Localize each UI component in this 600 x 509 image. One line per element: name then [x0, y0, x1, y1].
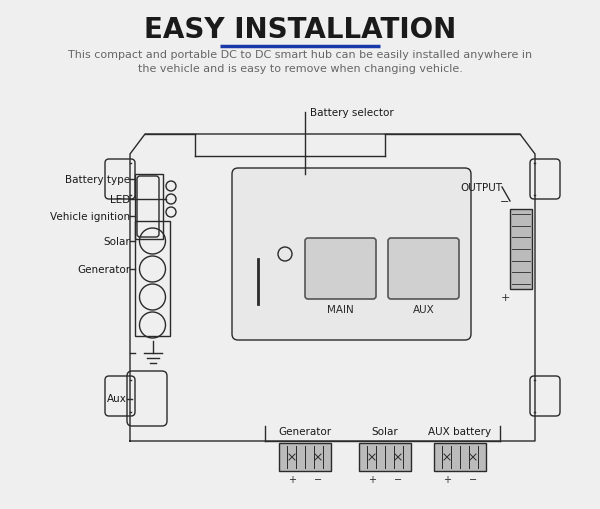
- Text: MAIN: MAIN: [327, 304, 354, 315]
- Bar: [359, 443, 411, 471]
- Text: This compact and portable DC to DC smart hub can be easily installed anywhere in: This compact and portable DC to DC smart…: [68, 49, 532, 74]
- Text: AUX battery: AUX battery: [428, 426, 491, 436]
- Bar: [135, 175, 163, 240]
- Text: −: −: [394, 474, 402, 484]
- Text: Solar: Solar: [103, 237, 130, 246]
- Bar: [510, 210, 532, 290]
- Text: Battery selector: Battery selector: [310, 108, 394, 118]
- Text: −: −: [314, 474, 322, 484]
- FancyBboxPatch shape: [305, 239, 376, 299]
- Text: −: −: [469, 474, 477, 484]
- Text: Generator: Generator: [77, 265, 130, 274]
- Text: OUTPUT: OUTPUT: [460, 183, 502, 192]
- FancyBboxPatch shape: [388, 239, 459, 299]
- Text: −: −: [500, 196, 509, 207]
- Text: Generator: Generator: [278, 426, 332, 436]
- Text: Aux: Aux: [107, 394, 127, 404]
- Text: AUX: AUX: [413, 304, 434, 315]
- Text: EASY INSTALLATION: EASY INSTALLATION: [144, 16, 456, 44]
- Text: Vehicle ignition: Vehicle ignition: [50, 212, 130, 221]
- Bar: [279, 443, 331, 471]
- Text: +: +: [288, 474, 296, 484]
- Text: Battery type: Battery type: [65, 175, 130, 185]
- Bar: [135, 221, 170, 336]
- Text: LED: LED: [110, 194, 130, 205]
- FancyBboxPatch shape: [232, 168, 471, 341]
- Text: +: +: [500, 293, 509, 302]
- Text: +: +: [368, 474, 376, 484]
- Bar: [434, 443, 486, 471]
- Text: +: +: [443, 474, 451, 484]
- Text: Solar: Solar: [371, 426, 398, 436]
